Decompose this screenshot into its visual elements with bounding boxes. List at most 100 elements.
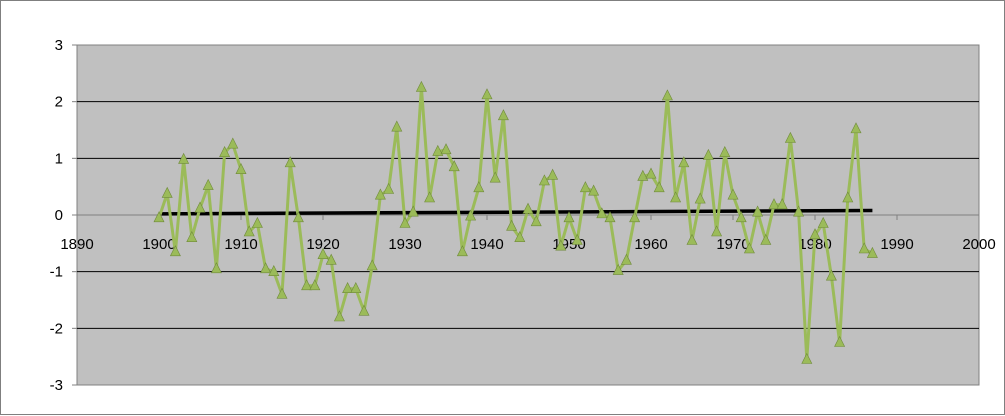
- data-point-marker: [366, 259, 378, 271]
- data-point-marker: [530, 215, 542, 227]
- data-point-marker: [473, 181, 485, 193]
- data-point-marker: [809, 228, 821, 240]
- data-point-marker: [842, 191, 854, 203]
- data-point-marker: [260, 262, 272, 274]
- data-point-marker: [719, 145, 731, 157]
- x-tick-label: 1970: [716, 236, 749, 253]
- data-point-marker: [276, 287, 288, 299]
- data-point-marker: [440, 143, 452, 155]
- data-point-marker: [301, 279, 313, 291]
- data-point-marker: [424, 191, 436, 203]
- data-point-marker: [202, 178, 214, 190]
- data-point-marker: [547, 168, 559, 180]
- data-point-marker: [456, 245, 468, 257]
- data-point-marker: [489, 171, 501, 183]
- data-point-marker: [571, 233, 583, 245]
- data-point-marker: [793, 205, 805, 217]
- data-point-marker: [596, 207, 608, 219]
- data-point-marker: [752, 205, 764, 217]
- y-tick-label: 2: [55, 94, 63, 111]
- data-point-marker: [817, 216, 829, 228]
- data-point-marker: [801, 352, 813, 364]
- data-point-marker: [186, 230, 198, 242]
- y-tick-label: 3: [55, 37, 63, 54]
- x-tick-label: 2000: [962, 236, 995, 253]
- data-point-marker: [432, 144, 444, 156]
- data-point-marker: [694, 192, 706, 204]
- x-tick-label: 1910: [224, 236, 257, 253]
- data-point-marker: [579, 181, 591, 193]
- data-point-marker: [637, 169, 649, 181]
- data-point-marker: [702, 148, 714, 160]
- data-point-marker: [743, 242, 755, 254]
- data-point-marker: [555, 239, 567, 251]
- data-point-marker: [448, 160, 460, 172]
- data-point-marker: [325, 253, 337, 265]
- data-point-marker: [407, 205, 419, 217]
- y-tick-label: -2: [50, 320, 63, 337]
- data-point-marker: [760, 233, 772, 245]
- x-tick-label: 1890: [60, 236, 93, 253]
- data-point-marker: [178, 152, 190, 164]
- data-point-marker: [538, 174, 550, 186]
- data-point-marker: [776, 198, 788, 210]
- data-point-marker: [415, 80, 427, 92]
- data-point-marker: [588, 184, 600, 196]
- data-point-marker: [194, 201, 206, 213]
- data-point-marker: [210, 262, 222, 274]
- data-point-marker: [727, 188, 739, 200]
- data-point-marker: [243, 225, 255, 237]
- y-tick-label: -3: [50, 377, 63, 394]
- x-tick-label: 1920: [306, 236, 339, 253]
- data-point-marker: [268, 264, 280, 276]
- x-tick-label: 1930: [388, 236, 421, 253]
- data-point-marker: [563, 211, 575, 223]
- data-point-marker: [227, 137, 239, 149]
- data-point-marker: [251, 216, 263, 228]
- data-point-marker: [481, 88, 493, 100]
- data-point-marker: [309, 279, 321, 291]
- data-point-marker: [153, 211, 165, 223]
- data-point-marker: [858, 242, 870, 254]
- trendline-layer: [158, 208, 873, 216]
- data-point-marker: [284, 156, 296, 168]
- data-point-marker: [399, 216, 411, 228]
- data-point-marker: [604, 211, 616, 223]
- y-tick-label: 0: [55, 207, 63, 224]
- data-point-marker: [465, 209, 477, 221]
- data-point-marker: [161, 186, 173, 198]
- data-point-marker: [612, 263, 624, 275]
- data-point-marker: [678, 156, 690, 168]
- data-point-marker: [645, 167, 657, 179]
- trendline: [158, 208, 873, 216]
- data-point-marker: [333, 310, 345, 322]
- data-point-marker: [219, 145, 231, 157]
- y-axis-ticks: 3 2 1 0 -1 -2 -3: [50, 37, 77, 394]
- data-point-marker: [358, 304, 370, 316]
- data-point-marker: [711, 225, 723, 237]
- x-tick-label: 1900: [142, 236, 175, 253]
- data-point-marker: [768, 198, 780, 210]
- x-tick-label: 1940: [470, 236, 503, 253]
- data-point-marker: [514, 230, 526, 242]
- y-tick-label: -1: [50, 264, 63, 281]
- data-point-marker: [866, 246, 878, 258]
- data-point-marker: [661, 89, 673, 101]
- data-point-marker: [825, 269, 837, 281]
- data-point-marker: [735, 211, 747, 223]
- data-point-marker: [686, 233, 698, 245]
- series-layer: [153, 80, 878, 364]
- data-point-marker: [834, 335, 846, 347]
- data-point-marker: [391, 120, 403, 132]
- x-tick-label: 1960: [634, 236, 667, 253]
- data-point-marker: [292, 211, 304, 223]
- x-tick-label: 1990: [880, 236, 913, 253]
- data-point-marker: [620, 253, 632, 265]
- data-point-marker: [784, 131, 796, 143]
- data-point-marker: [629, 211, 641, 223]
- data-point-marker: [169, 245, 181, 257]
- data-point-marker: [497, 109, 509, 121]
- y-tick-label: 1: [55, 150, 63, 167]
